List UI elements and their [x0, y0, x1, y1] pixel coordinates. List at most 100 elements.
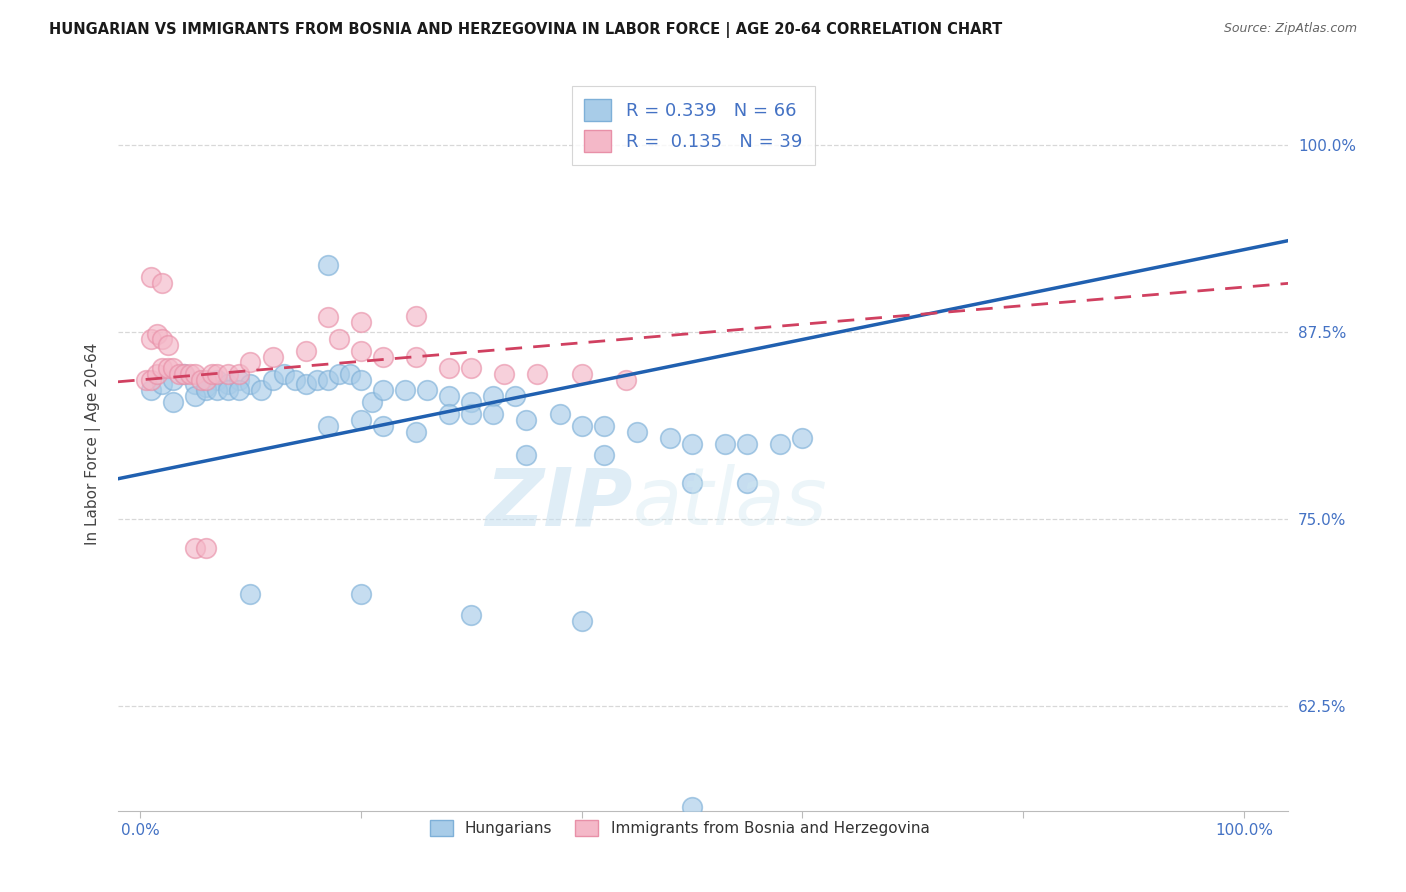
Point	[184, 377, 207, 392]
Point	[239, 377, 262, 392]
Point	[179, 367, 201, 381]
Point	[294, 377, 316, 392]
Y-axis label: In Labor Force | Age 20-64: In Labor Force | Age 20-64	[86, 343, 101, 546]
Point	[316, 310, 339, 324]
Point	[571, 419, 593, 434]
Point	[494, 367, 516, 381]
Point	[284, 373, 307, 387]
Point	[405, 309, 427, 323]
Point	[482, 389, 505, 403]
Point	[769, 437, 792, 451]
Point	[262, 351, 284, 365]
Point	[184, 389, 207, 403]
Point	[139, 333, 162, 347]
Point	[360, 395, 382, 409]
Point	[626, 425, 648, 440]
Point	[526, 367, 548, 381]
Point	[328, 333, 350, 347]
Text: ZIP: ZIP	[485, 464, 633, 542]
Point	[460, 395, 482, 409]
Point	[592, 448, 614, 462]
Point	[217, 384, 239, 398]
Point	[150, 377, 173, 392]
Point	[371, 384, 394, 398]
Point	[195, 541, 218, 555]
Point	[548, 408, 571, 422]
Point	[405, 425, 427, 440]
Point	[139, 373, 162, 387]
Point	[614, 373, 637, 387]
Point	[139, 384, 162, 398]
Text: HUNGARIAN VS IMMIGRANTS FROM BOSNIA AND HERZEGOVINA IN LABOR FORCE | AGE 20-64 C: HUNGARIAN VS IMMIGRANTS FROM BOSNIA AND …	[49, 22, 1002, 38]
Point	[228, 367, 250, 381]
Point	[294, 344, 316, 359]
Point	[262, 373, 284, 387]
Point	[228, 384, 250, 398]
Point	[792, 431, 814, 445]
Point	[207, 373, 229, 387]
Point	[460, 408, 482, 422]
Point	[681, 476, 703, 491]
Point	[239, 587, 262, 601]
Point	[735, 437, 758, 451]
Point	[460, 360, 482, 375]
Point	[173, 367, 195, 381]
Point	[681, 799, 703, 814]
Point	[139, 269, 162, 284]
Point	[437, 389, 460, 403]
Point	[184, 541, 207, 555]
Point	[405, 351, 427, 365]
Point	[162, 360, 184, 375]
Point	[350, 373, 373, 387]
Point	[316, 373, 339, 387]
Point	[460, 607, 482, 622]
Point	[350, 413, 373, 427]
Point	[195, 384, 218, 398]
Point	[207, 367, 229, 381]
Point	[207, 384, 229, 398]
Point	[505, 389, 527, 403]
Point	[145, 326, 167, 341]
Point	[217, 367, 239, 381]
Point	[167, 367, 190, 381]
Point	[145, 367, 167, 381]
Point	[437, 408, 460, 422]
Point	[217, 377, 239, 392]
Point	[714, 437, 737, 451]
Point	[184, 367, 207, 381]
Point	[350, 587, 373, 601]
Point	[156, 338, 179, 352]
Point	[482, 408, 505, 422]
Point	[150, 360, 173, 375]
Point	[592, 419, 614, 434]
Point	[201, 367, 224, 381]
Point	[316, 419, 339, 434]
Point	[658, 431, 681, 445]
Point	[228, 373, 250, 387]
Point	[273, 367, 295, 381]
Point	[239, 355, 262, 369]
Point	[328, 367, 350, 381]
Point	[515, 448, 537, 462]
Point	[250, 384, 273, 398]
Point	[135, 373, 157, 387]
Point	[371, 419, 394, 434]
Point	[316, 258, 339, 272]
Point	[190, 373, 212, 387]
Point	[735, 476, 758, 491]
Point	[681, 437, 703, 451]
Legend: Hungarians, Immigrants from Bosnia and Herzegovina: Hungarians, Immigrants from Bosnia and H…	[422, 813, 936, 844]
Point	[350, 314, 373, 328]
Point	[437, 360, 460, 375]
Point	[394, 384, 416, 398]
Point	[571, 367, 593, 381]
Text: Source: ZipAtlas.com: Source: ZipAtlas.com	[1223, 22, 1357, 36]
Point	[195, 380, 218, 394]
Point	[515, 413, 537, 427]
Point	[416, 384, 439, 398]
Point	[305, 373, 328, 387]
Point	[162, 373, 184, 387]
Point	[162, 395, 184, 409]
Point	[571, 614, 593, 628]
Point	[195, 373, 218, 387]
